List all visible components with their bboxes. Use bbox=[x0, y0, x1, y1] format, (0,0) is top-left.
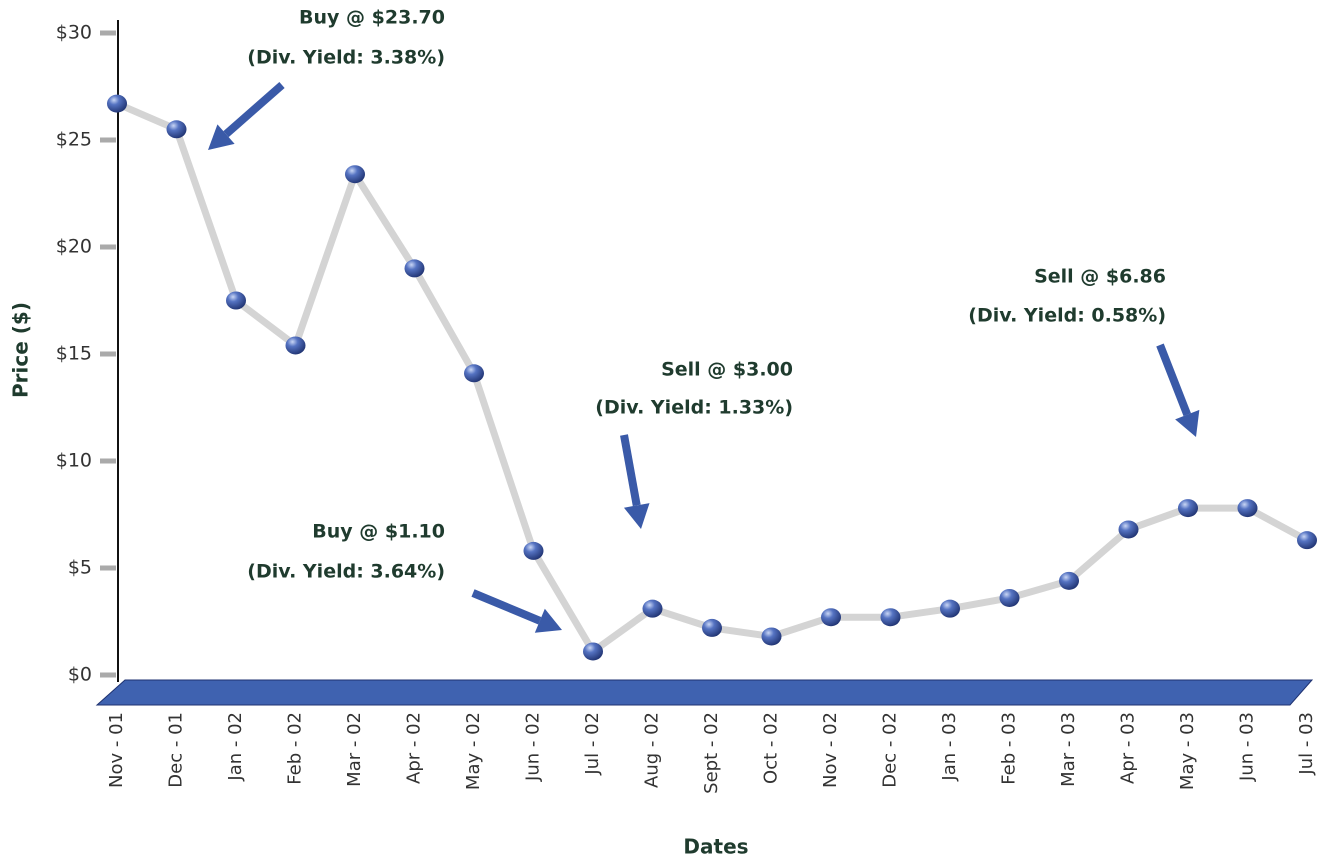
point bbox=[1297, 531, 1317, 550]
point bbox=[940, 599, 960, 618]
x-tick-label: Mar - 03 bbox=[1058, 712, 1079, 787]
point bbox=[642, 599, 663, 618]
annotation: Sell @ $3.00 bbox=[661, 359, 793, 381]
x-tick-label: May - 03 bbox=[1177, 712, 1198, 790]
arrow bbox=[620, 434, 641, 507]
point bbox=[107, 94, 127, 113]
point bbox=[226, 291, 246, 310]
x-tick-label: Apr - 03 bbox=[1118, 712, 1139, 784]
point bbox=[404, 259, 425, 278]
annotation: Buy @ $1.10 bbox=[312, 521, 445, 543]
x-tick-label: Dec - 01 bbox=[166, 712, 187, 788]
arrow-head bbox=[208, 124, 235, 150]
point bbox=[1118, 520, 1139, 539]
annotation: Sell @ $6.86 bbox=[1034, 266, 1166, 288]
x-tick-label: Aug - 02 bbox=[642, 712, 663, 788]
point bbox=[702, 618, 722, 637]
point bbox=[761, 627, 782, 646]
point bbox=[345, 165, 365, 184]
arrow bbox=[471, 589, 542, 625]
floor bbox=[95, 679, 1314, 706]
x-tick-label: Jun - 02 bbox=[523, 712, 544, 782]
point bbox=[464, 364, 484, 383]
x-tick-label: Jan - 02 bbox=[225, 712, 246, 782]
arrow bbox=[223, 81, 285, 138]
x-tick-label: Jan - 03 bbox=[939, 712, 960, 782]
x-tick-label: Nov - 01 bbox=[106, 712, 127, 788]
x-axis-title: Dates bbox=[683, 835, 748, 859]
y-tick-label: $20 bbox=[56, 236, 92, 258]
x-tick-label: Mar - 02 bbox=[344, 712, 365, 787]
x-tick-label: Nov - 02 bbox=[820, 712, 841, 788]
point bbox=[1059, 571, 1079, 590]
annotation: (Div. Yield: 0.58%) bbox=[968, 305, 1166, 327]
x-tick-label: Jul - 02 bbox=[582, 712, 603, 776]
arrow bbox=[1156, 343, 1191, 417]
y-axis-title: Price ($) bbox=[9, 302, 33, 398]
x-tick-label: Sept - 02 bbox=[701, 712, 722, 794]
point bbox=[880, 608, 901, 627]
x-tick-label: Jul - 03 bbox=[1296, 712, 1317, 776]
y-tick-label: $10 bbox=[56, 450, 92, 472]
arrow-head bbox=[1175, 409, 1200, 437]
point bbox=[999, 588, 1020, 607]
y-tick-label: $0 bbox=[68, 664, 92, 686]
x-tick-label: May - 02 bbox=[463, 712, 484, 790]
y-tick-label: $25 bbox=[56, 129, 92, 151]
arrow-head bbox=[534, 608, 562, 633]
point bbox=[523, 541, 544, 560]
x-tick-label: Feb - 02 bbox=[285, 712, 306, 785]
point bbox=[166, 120, 187, 139]
annotation: (Div. Yield: 3.64%) bbox=[247, 561, 445, 583]
point bbox=[1237, 499, 1258, 518]
y-tick-label: $5 bbox=[68, 557, 92, 579]
annotation: (Div. Yield: 3.38%) bbox=[247, 47, 445, 69]
x-tick-label: Oct - 02 bbox=[761, 712, 782, 784]
y-tick-label: $30 bbox=[56, 22, 92, 44]
annotation: (Div. Yield: 1.33%) bbox=[595, 397, 793, 419]
point bbox=[285, 336, 306, 355]
y-tick-label: $15 bbox=[56, 343, 92, 365]
point bbox=[1178, 499, 1198, 518]
x-tick-label: Dec - 02 bbox=[880, 712, 901, 788]
point bbox=[583, 642, 603, 661]
point bbox=[821, 608, 841, 627]
x-tick-label: Apr - 02 bbox=[404, 712, 425, 784]
x-tick-label: Feb - 03 bbox=[999, 712, 1020, 785]
arrow-head bbox=[623, 503, 650, 529]
x-tick-label: Jun - 03 bbox=[1237, 712, 1258, 782]
annotation: Buy @ $23.70 bbox=[299, 7, 445, 29]
